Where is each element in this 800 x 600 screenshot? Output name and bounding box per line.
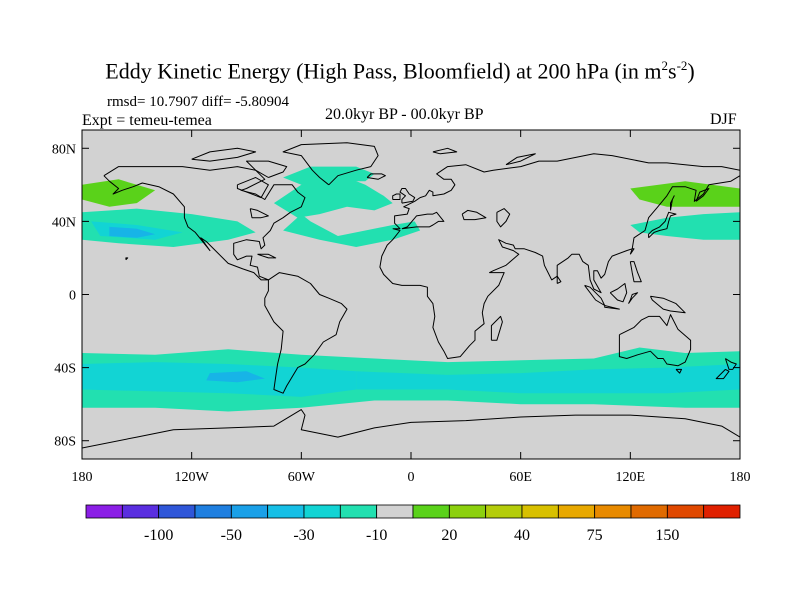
coastline-iceland [366, 173, 386, 180]
coastline-eurasia-africa [379, 153, 740, 359]
y-tick-label: 40S [54, 362, 76, 377]
coastline-borneo [609, 283, 628, 303]
period-label: 20.0kyr BP - 00.0kyr BP [325, 106, 484, 123]
chart-title: Eddy Kinetic Energy (High Pass, Bloomfie… [105, 58, 695, 84]
coastline-sri-lanka [556, 275, 562, 284]
coastline-japan [648, 211, 677, 239]
coastline-sumatra [584, 284, 606, 306]
colorbar-label: -30 [293, 527, 314, 544]
contour-core-north-pacific-peak [109, 226, 156, 238]
coastline-kamchatka [695, 188, 710, 202]
colorbar-box [267, 504, 305, 519]
y-tick-label: 40N [52, 215, 76, 230]
eke-field [82, 130, 740, 459]
colorbar-label: 40 [514, 527, 530, 544]
coastline-australia [618, 314, 692, 367]
x-tick-label: 120W [175, 470, 210, 485]
colorbar-box [485, 504, 523, 519]
colorbar-box [630, 504, 668, 519]
coastline-sakhalin [670, 195, 675, 211]
colorbar-box [194, 504, 232, 519]
coastline-great-lakes [249, 208, 269, 219]
contour-atlantic-arm [273, 175, 393, 218]
longitude-axis: 180 120W 60W 0 60E 120E 180 [72, 130, 751, 485]
coastline-med-north [401, 211, 445, 230]
colorbar-box [594, 504, 632, 519]
field-background [82, 130, 740, 459]
colorbar-box [339, 504, 378, 519]
coastline-new-guinea [649, 295, 686, 314]
coastline-sulawesi [628, 292, 639, 304]
rmsd-diff-label: rmsd= 10.7907 diff= -5.80904 [107, 94, 290, 110]
colorbar-label: -100 [144, 527, 173, 544]
x-tick-label: 60E [509, 470, 532, 485]
colorbar-box [230, 504, 269, 519]
coastlines [82, 142, 740, 449]
contour-north-atlantic-band [283, 214, 421, 247]
coastline-baffin [246, 160, 288, 178]
colorbar-box [557, 504, 596, 519]
season-label: DJF [710, 111, 737, 128]
coastline-south-america [264, 272, 348, 394]
x-tick-label: 60W [288, 470, 316, 485]
coastline-black-sea [461, 209, 487, 221]
coastline-new-zealand [724, 358, 737, 370]
coastline-hawaii [125, 257, 129, 261]
coastline-antarctica [82, 409, 740, 449]
y-tick-label: 80S [54, 435, 76, 450]
colorbar-box [376, 504, 414, 519]
coastline-madagascar [490, 315, 503, 341]
coastline-tasmania [675, 368, 682, 374]
experiment-label: Expt = temeu-temea [82, 112, 212, 129]
coastline-caspian [496, 208, 511, 228]
contour-siberia-positive [630, 181, 740, 207]
coastline-svalbard [432, 147, 458, 155]
latitude-axis: 80N 40N 0 40S 80S [52, 142, 740, 450]
colorbar-label: -10 [366, 527, 387, 544]
coastline-novaya-zemlya [505, 153, 536, 166]
colorbar-box [448, 504, 487, 519]
colorbar: -100 -50 -30 -10 20 40 75 150 [85, 504, 741, 544]
coastline-java [604, 305, 620, 310]
coastline-greenland [282, 142, 379, 186]
coastline-taiwan [629, 248, 635, 255]
colorbar-box [158, 504, 196, 519]
colorbar-box [703, 504, 741, 519]
x-tick-label: 180 [730, 470, 751, 485]
coastline-new-zealand-south [715, 368, 730, 380]
contour-north-pacific-peak [109, 226, 156, 238]
y-tick-label: 0 [69, 289, 76, 304]
colorbar-box [303, 504, 341, 519]
colorbar-box [121, 504, 160, 519]
colorbar-box [412, 504, 450, 519]
colorbar-label: 75 [587, 527, 603, 544]
colorbar-box [85, 504, 123, 519]
contour-west-pacific-band [630, 212, 740, 240]
x-tick-label: 0 [408, 470, 415, 485]
coastline-hudson-bay [236, 177, 269, 199]
coastline-britain [399, 188, 416, 204]
colorbar-label: 20 [441, 527, 457, 544]
x-tick-label: 180 [72, 470, 93, 485]
y-tick-label: 80N [52, 142, 76, 157]
coastline-cuba [257, 253, 277, 259]
contour-southern-ocean-core-east [356, 364, 740, 394]
contour-alaska-positive [82, 179, 156, 207]
coastline-arctic-islands [191, 147, 257, 162]
x-tick-label: 120E [616, 470, 646, 485]
colorbar-box [521, 504, 559, 519]
contour-south-pacific-peak [206, 371, 265, 383]
contour-core-south-pacific-peak [206, 371, 265, 383]
coastline-philippines [629, 261, 642, 283]
coastline-ireland [392, 193, 401, 200]
colorbar-box [666, 504, 705, 519]
colorbar-label: -50 [221, 527, 242, 544]
colorbar-label: 150 [655, 527, 679, 544]
